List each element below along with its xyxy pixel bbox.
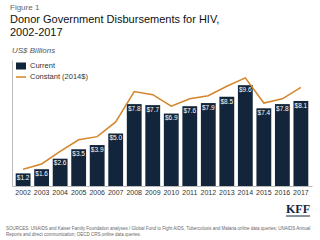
legend-swatch — [16, 76, 26, 78]
y-axis-line — [12, 61, 13, 187]
x-tick: 2010 — [163, 186, 179, 196]
data-label: $5.0 — [109, 134, 122, 141]
x-tick-label: 2014 — [238, 189, 254, 196]
legend: Current Constant (2014$) — [16, 61, 88, 81]
x-tick-label: 2010 — [163, 189, 179, 196]
y-axis — [12, 61, 13, 187]
bar — [164, 114, 179, 186]
bar — [34, 169, 49, 186]
x-axis-line — [13, 186, 313, 187]
x-tick-label: 2011 — [182, 189, 197, 196]
data-label: $7.8 — [276, 105, 289, 112]
bar — [127, 104, 142, 186]
legend-label: Constant (2014$) — [30, 72, 88, 81]
x-tick: 2013 — [219, 186, 235, 196]
y-axis-title: US$ Billions — [12, 46, 55, 55]
x-tick-label: 2016 — [275, 189, 291, 196]
legend-item: Constant (2014$) — [16, 72, 88, 81]
data-label: $8.1 — [295, 102, 308, 109]
data-label: $9.6 — [239, 86, 252, 93]
bar — [53, 159, 68, 186]
bar — [71, 149, 86, 186]
x-tick-label: 2012 — [201, 189, 217, 196]
data-labels: $1.2 $1.6 $2.6 $3.5 $3.9 $5.0 $7.8 $7.7 $6.9 $7.6… — [17, 86, 308, 181]
x-axis: 2002200320042005200620072008200920102011… — [13, 186, 313, 196]
x-tick-label: 2017 — [293, 189, 309, 196]
bar — [275, 104, 290, 186]
chart: Figure 1Donor Government Disbursements f… — [0, 0, 320, 240]
data-label: $6.9 — [165, 114, 178, 121]
plot-area — [16, 78, 309, 186]
data-label: $1.6 — [35, 170, 48, 177]
bar — [90, 145, 105, 186]
source-note: SOURCES: UNAIDS and Kaiser Family Founda… — [6, 226, 310, 237]
x-tick: 2006 — [89, 186, 105, 196]
legend-label: Current — [30, 61, 56, 70]
x-tick: 2007 — [108, 186, 124, 196]
legend-swatch — [16, 63, 26, 70]
data-label: $7.9 — [202, 104, 215, 111]
line — [23, 78, 301, 169]
x-tick-label: 2015 — [256, 189, 272, 196]
data-label: $7.4 — [258, 109, 271, 116]
bar — [238, 85, 253, 186]
x-tick-label: 2005 — [71, 189, 87, 196]
x-tick-label: 2003 — [34, 189, 50, 196]
x-tick-label: 2006 — [89, 189, 105, 196]
bar — [16, 173, 31, 186]
data-label: $1.2 — [17, 174, 30, 181]
data-label: $3.9 — [91, 146, 104, 153]
x-tick: 2005 — [71, 186, 87, 196]
bar — [201, 103, 216, 186]
x-tick: 2015 — [256, 186, 272, 196]
x-tick: 2004 — [52, 186, 68, 196]
subtitle: Figure 1 — [10, 3, 40, 12]
x-tick: 2012 — [201, 186, 217, 196]
data-label: $8.5 — [220, 98, 233, 105]
bar — [293, 101, 308, 186]
data-label: $7.8 — [128, 105, 141, 112]
x-tick: 2011 — [182, 186, 197, 196]
bar — [108, 134, 123, 187]
data-label: $7.6 — [183, 107, 196, 114]
legend-item: Current — [16, 61, 56, 70]
data-label: $3.5 — [72, 150, 85, 157]
x-tick: 2016 — [275, 186, 291, 196]
x-tick: 2014 — [238, 186, 254, 196]
bar — [182, 106, 197, 186]
x-tick: 2009 — [145, 186, 161, 196]
x-tick: 2003 — [34, 186, 50, 196]
data-label: $2.6 — [54, 159, 67, 166]
logo-text: KFF — [286, 202, 310, 216]
x-tick-label: 2013 — [219, 189, 235, 196]
bar — [219, 97, 234, 186]
logo-underline — [286, 216, 310, 217]
x-tick-label: 2009 — [145, 189, 161, 196]
x-tick-label: 2004 — [52, 189, 68, 196]
title: Donor Government Disbursements for HIV,2… — [10, 13, 219, 38]
data-label: $7.7 — [146, 106, 159, 113]
x-tick-label: 2008 — [126, 189, 142, 196]
bar — [256, 108, 271, 186]
x-tick-label: 2007 — [108, 189, 124, 196]
x-tick: 2017 — [293, 186, 309, 196]
bar — [145, 105, 160, 186]
x-tick: 2002 — [15, 186, 31, 196]
x-tick: 2008 — [126, 186, 142, 196]
x-tick-label: 2002 — [15, 189, 31, 196]
